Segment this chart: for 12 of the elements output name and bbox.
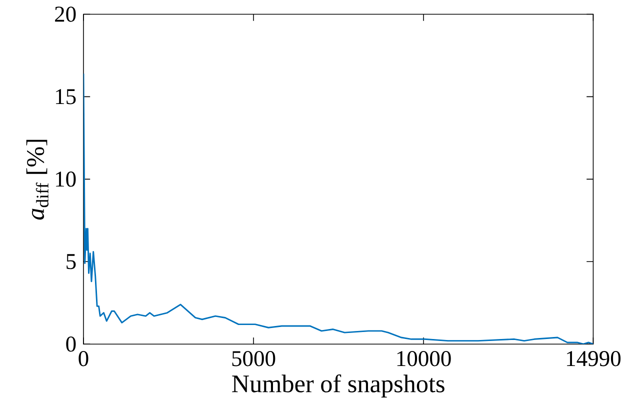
x-tick-label: 10000 (397, 351, 451, 366)
y-axis-title: a$_{diff}$ [%] (26, 140, 48, 220)
y-tick-label: 5 (66, 254, 76, 270)
x-tick-label: 0 (78, 351, 88, 366)
y-tick-label: 0 (66, 336, 76, 352)
line-series (83, 73, 594, 344)
x-axis-title: Number of snapshots (232, 374, 444, 398)
y-tick-label: 15 (56, 89, 76, 104)
y-tick-label: 20 (55, 6, 76, 22)
x-tick-label: 14990 (567, 351, 621, 366)
x-tick-label: 5000 (232, 351, 276, 366)
y-tick-label: 10 (56, 172, 76, 187)
